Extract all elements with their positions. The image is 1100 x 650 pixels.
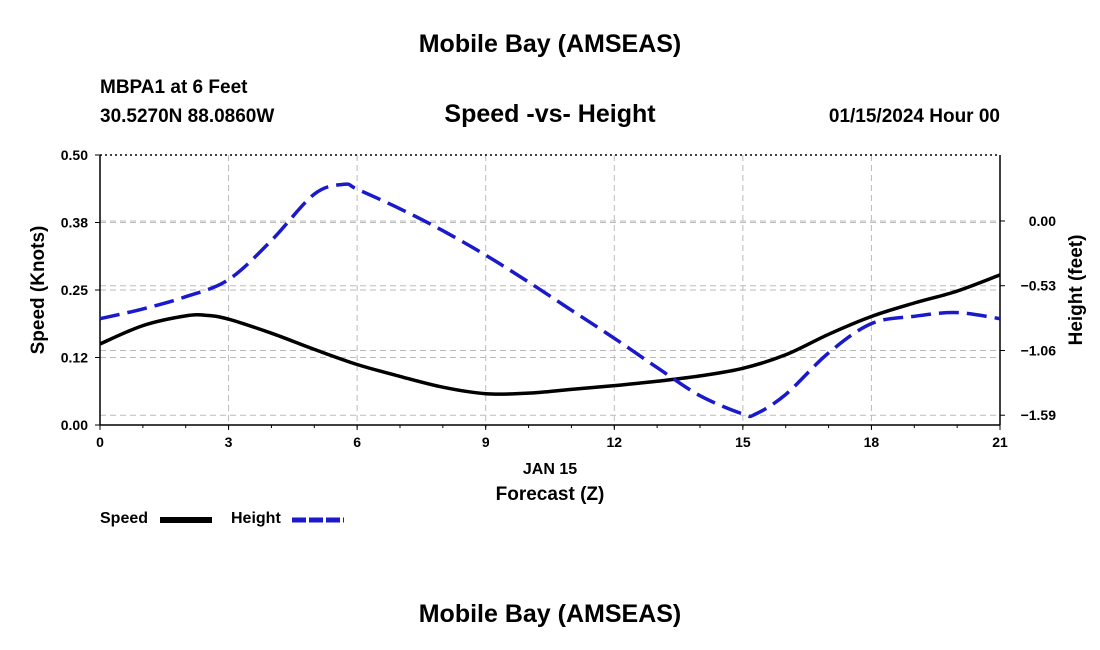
legend-height-label: Height — [231, 510, 281, 527]
forecast-timestamp: 01/15/2024 Hour 00 — [828, 106, 1000, 127]
footer-title: Mobile Bay (AMSEAS) — [418, 600, 682, 628]
y-right-tick-label: −0.53 — [1021, 278, 1057, 294]
series-line-height — [99, 182, 1001, 419]
y-left-tick-label: 0.50 — [61, 147, 88, 163]
x-tick-label: 21 — [992, 434, 1008, 450]
legend-height-swatch — [292, 517, 344, 523]
y-left-axis-title: Speed (Knots) — [28, 226, 49, 355]
x-tick-label: 9 — [482, 434, 490, 450]
chart-title: Speed -vs- Height — [444, 100, 656, 128]
y-left-tick-label: 0.25 — [61, 282, 88, 298]
y-right-tick-label: 0.00 — [1029, 213, 1056, 229]
station-coordinates: 30.5270N 88.0860W — [100, 106, 275, 127]
y-right-tick-label: −1.06 — [1021, 342, 1057, 358]
y-left-tick-label: 0.38 — [61, 215, 88, 231]
y-left-tick-label: 0.00 — [61, 417, 88, 433]
x-axis-title: Forecast (Z) — [496, 484, 605, 505]
y-left-tick-label: 0.12 — [61, 350, 88, 366]
x-tick-label: 12 — [606, 434, 622, 450]
legend-speed-label: Speed — [100, 510, 149, 527]
page-title: Mobile Bay (AMSEAS) — [418, 30, 682, 58]
y-right-axis-title: Height (feet) — [1066, 235, 1087, 346]
y-right-tick-label: −1.59 — [1021, 407, 1057, 423]
x-tick-label: 6 — [353, 434, 361, 450]
x-tick-label: 15 — [735, 434, 751, 450]
series-line-speed — [99, 273, 1001, 396]
x-tick-label: 18 — [864, 434, 880, 450]
chart: 0 3 6 9 12 15 18 21 0.00 0.12 0.25 0.38 0.50 0.00 −0.5… — [28, 147, 1087, 505]
station-name: MBPA1 at 6 Feet — [100, 77, 248, 98]
legend-speed-swatch — [160, 517, 212, 523]
x-tick-label: 3 — [225, 434, 233, 450]
x-tick-label: 0 — [96, 434, 104, 450]
x-axis-date-label: JAN 15 — [523, 461, 577, 478]
